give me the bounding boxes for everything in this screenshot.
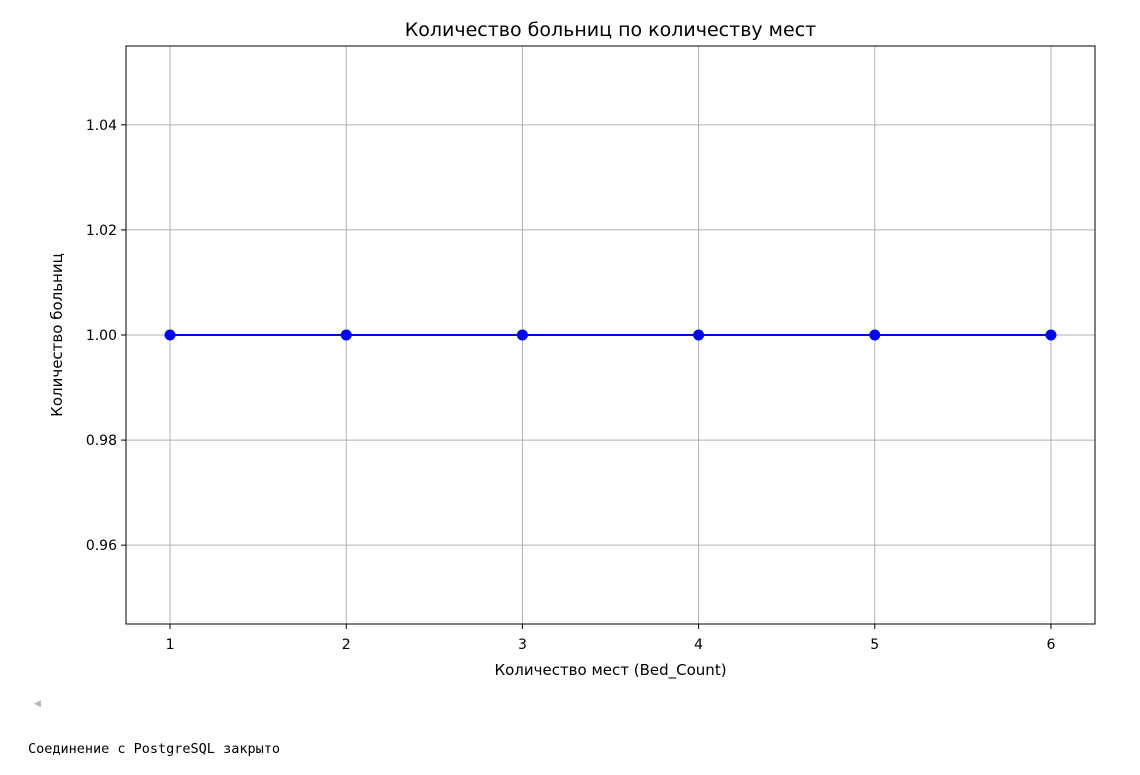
data-point — [340, 329, 352, 341]
x-axis-label: Количество мест (Bed_Count) — [494, 661, 726, 680]
data-point — [869, 329, 881, 341]
data-point — [516, 329, 528, 341]
x-tick-label: 3 — [518, 637, 527, 653]
y-tick-label: 1.02 — [86, 223, 117, 239]
data-point — [164, 329, 176, 341]
x-tick-label: 6 — [1046, 637, 1055, 653]
scroll-left-icon[interactable]: ◀ — [34, 699, 41, 709]
x-tick-label: 1 — [166, 637, 175, 653]
series-layer — [164, 329, 1057, 341]
chart-title: Количество больниц по количеству мест — [405, 19, 816, 41]
y-tick-label: 0.96 — [86, 538, 117, 554]
y-tick-label: 1.00 — [86, 328, 117, 344]
x-ticks: 1 2 3 4 5 6 — [166, 624, 1055, 653]
y-tick-label: 0.98 — [86, 433, 117, 449]
x-tick-label: 2 — [342, 637, 351, 653]
y-axis-label: Количество больниц — [48, 253, 66, 417]
data-point — [1045, 329, 1057, 341]
x-tick-label: 4 — [694, 637, 703, 653]
y-tick-label: 1.04 — [86, 118, 117, 134]
console-output-text: Соединение с PostgreSQL закрыто — [28, 741, 280, 757]
data-point — [693, 329, 705, 341]
x-tick-label: 5 — [870, 637, 879, 653]
y-ticks: 0.96 0.98 1.00 1.02 1.04 — [86, 118, 126, 554]
chart: 1 2 3 4 5 6 0.96 0.98 1.00 1.02 1.04 Количество б… — [48, 19, 1096, 680]
